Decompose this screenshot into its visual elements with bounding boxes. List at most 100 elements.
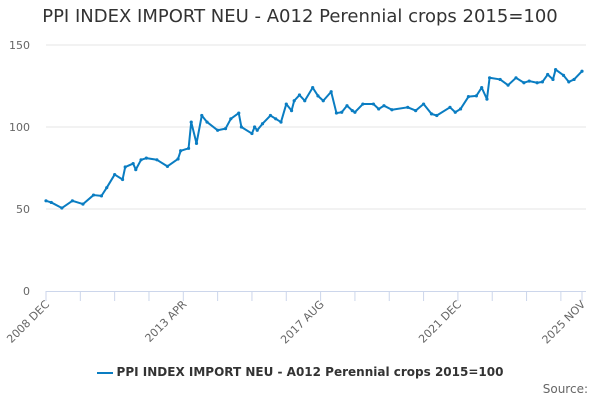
data-point (205, 120, 209, 124)
chart-title: PPI INDEX IMPORT NEU - A012 Perennial cr… (42, 6, 558, 27)
data-point (466, 95, 471, 99)
data-point (480, 86, 484, 90)
data-point (474, 94, 478, 98)
data-point (506, 83, 510, 87)
data-point (371, 102, 376, 106)
data-point (350, 109, 354, 113)
data-point (297, 93, 302, 97)
legend-swatch (96, 371, 113, 374)
data-point (134, 168, 138, 172)
source-label: Source: (542, 382, 588, 396)
data-point (144, 156, 148, 160)
y-tick-label: 0 (23, 285, 30, 298)
legend-label: PPI INDEX IMPORT NEU - A012 Perennial cr… (116, 365, 504, 379)
line-chart: 0 50 100 150 2008 DEC 2013 APR 2017 AUG 2021 D… (4, 39, 588, 347)
data-point (487, 76, 492, 80)
data-point (334, 111, 339, 115)
data-point (292, 99, 296, 103)
legend[interactable]: PPI INDEX IMPORT NEU - A012 Perennial cr… (0, 365, 600, 379)
data-point (200, 113, 204, 118)
data-point (284, 102, 288, 106)
data-point (223, 127, 228, 131)
data-point (303, 99, 307, 103)
data-point (113, 172, 117, 177)
data-point (311, 86, 315, 90)
data-point (60, 206, 64, 210)
data-point (406, 105, 410, 109)
data-point (120, 177, 125, 182)
series-line (45, 68, 583, 210)
data-point (429, 112, 434, 116)
data-point (49, 200, 53, 205)
x-axis: 2008 DEC 2013 APR 2017 AUG 2021 DEC 2025 NOV (4, 291, 588, 347)
data-point (498, 77, 502, 82)
data-point (485, 97, 489, 101)
data-point (340, 110, 344, 114)
data-point (453, 110, 457, 114)
data-point (289, 109, 294, 113)
data-point (353, 110, 357, 114)
data-point (237, 111, 241, 115)
data-point (527, 79, 531, 83)
data-point (274, 117, 278, 121)
data-point (165, 164, 170, 168)
data-point (105, 186, 109, 190)
y-tick-label: 50 (16, 203, 30, 216)
data-point (239, 125, 243, 129)
data-point (435, 113, 439, 118)
data-point (329, 90, 333, 94)
data-point (252, 125, 257, 129)
data-point (216, 128, 220, 132)
data-point (540, 80, 544, 84)
x-tick-label: 2008 DEC (4, 298, 52, 346)
data-point (250, 131, 254, 136)
grid-lines (46, 44, 586, 210)
data-point (377, 107, 381, 111)
data-point (255, 128, 259, 132)
data-point (561, 73, 566, 77)
data-point (123, 165, 127, 169)
data-point (316, 94, 320, 98)
data-point (448, 105, 452, 109)
data-point (189, 120, 193, 124)
data-point (91, 193, 96, 197)
data-point (567, 80, 571, 84)
data-point (345, 104, 349, 108)
data-point (382, 104, 386, 108)
y-tick-label: 100 (9, 121, 30, 134)
data-point (70, 199, 75, 203)
data-point (194, 141, 199, 145)
data-point (321, 99, 325, 103)
data-point (551, 77, 555, 82)
data-point (131, 161, 135, 166)
x-tick-label: 2021 DEC (416, 298, 464, 346)
data-point (553, 68, 558, 72)
data-point (546, 72, 550, 77)
data-point (81, 202, 85, 206)
data-point (260, 122, 265, 126)
data-point (99, 194, 104, 198)
data-point (229, 117, 233, 121)
data-point (572, 77, 576, 82)
data-point (414, 109, 418, 113)
data-point (186, 146, 191, 150)
x-tick-label: 2025 NOV (540, 298, 589, 347)
data-point (139, 158, 143, 162)
x-tick-label: 2017 AUG (278, 298, 327, 347)
x-tick-label: 2013 APR (143, 298, 190, 345)
data-point (514, 76, 518, 80)
data-point (268, 113, 273, 118)
y-tick-label: 150 (9, 39, 30, 52)
data-point (535, 81, 539, 85)
data-point (580, 69, 584, 73)
data-point (176, 157, 180, 161)
data-point (421, 102, 426, 106)
data-point (179, 149, 183, 153)
data-point (361, 102, 365, 106)
data-point (458, 107, 463, 111)
plot-area (44, 68, 584, 210)
data-point (390, 108, 394, 112)
data-point (522, 81, 526, 85)
data-point (155, 158, 159, 162)
data-point (279, 120, 283, 124)
